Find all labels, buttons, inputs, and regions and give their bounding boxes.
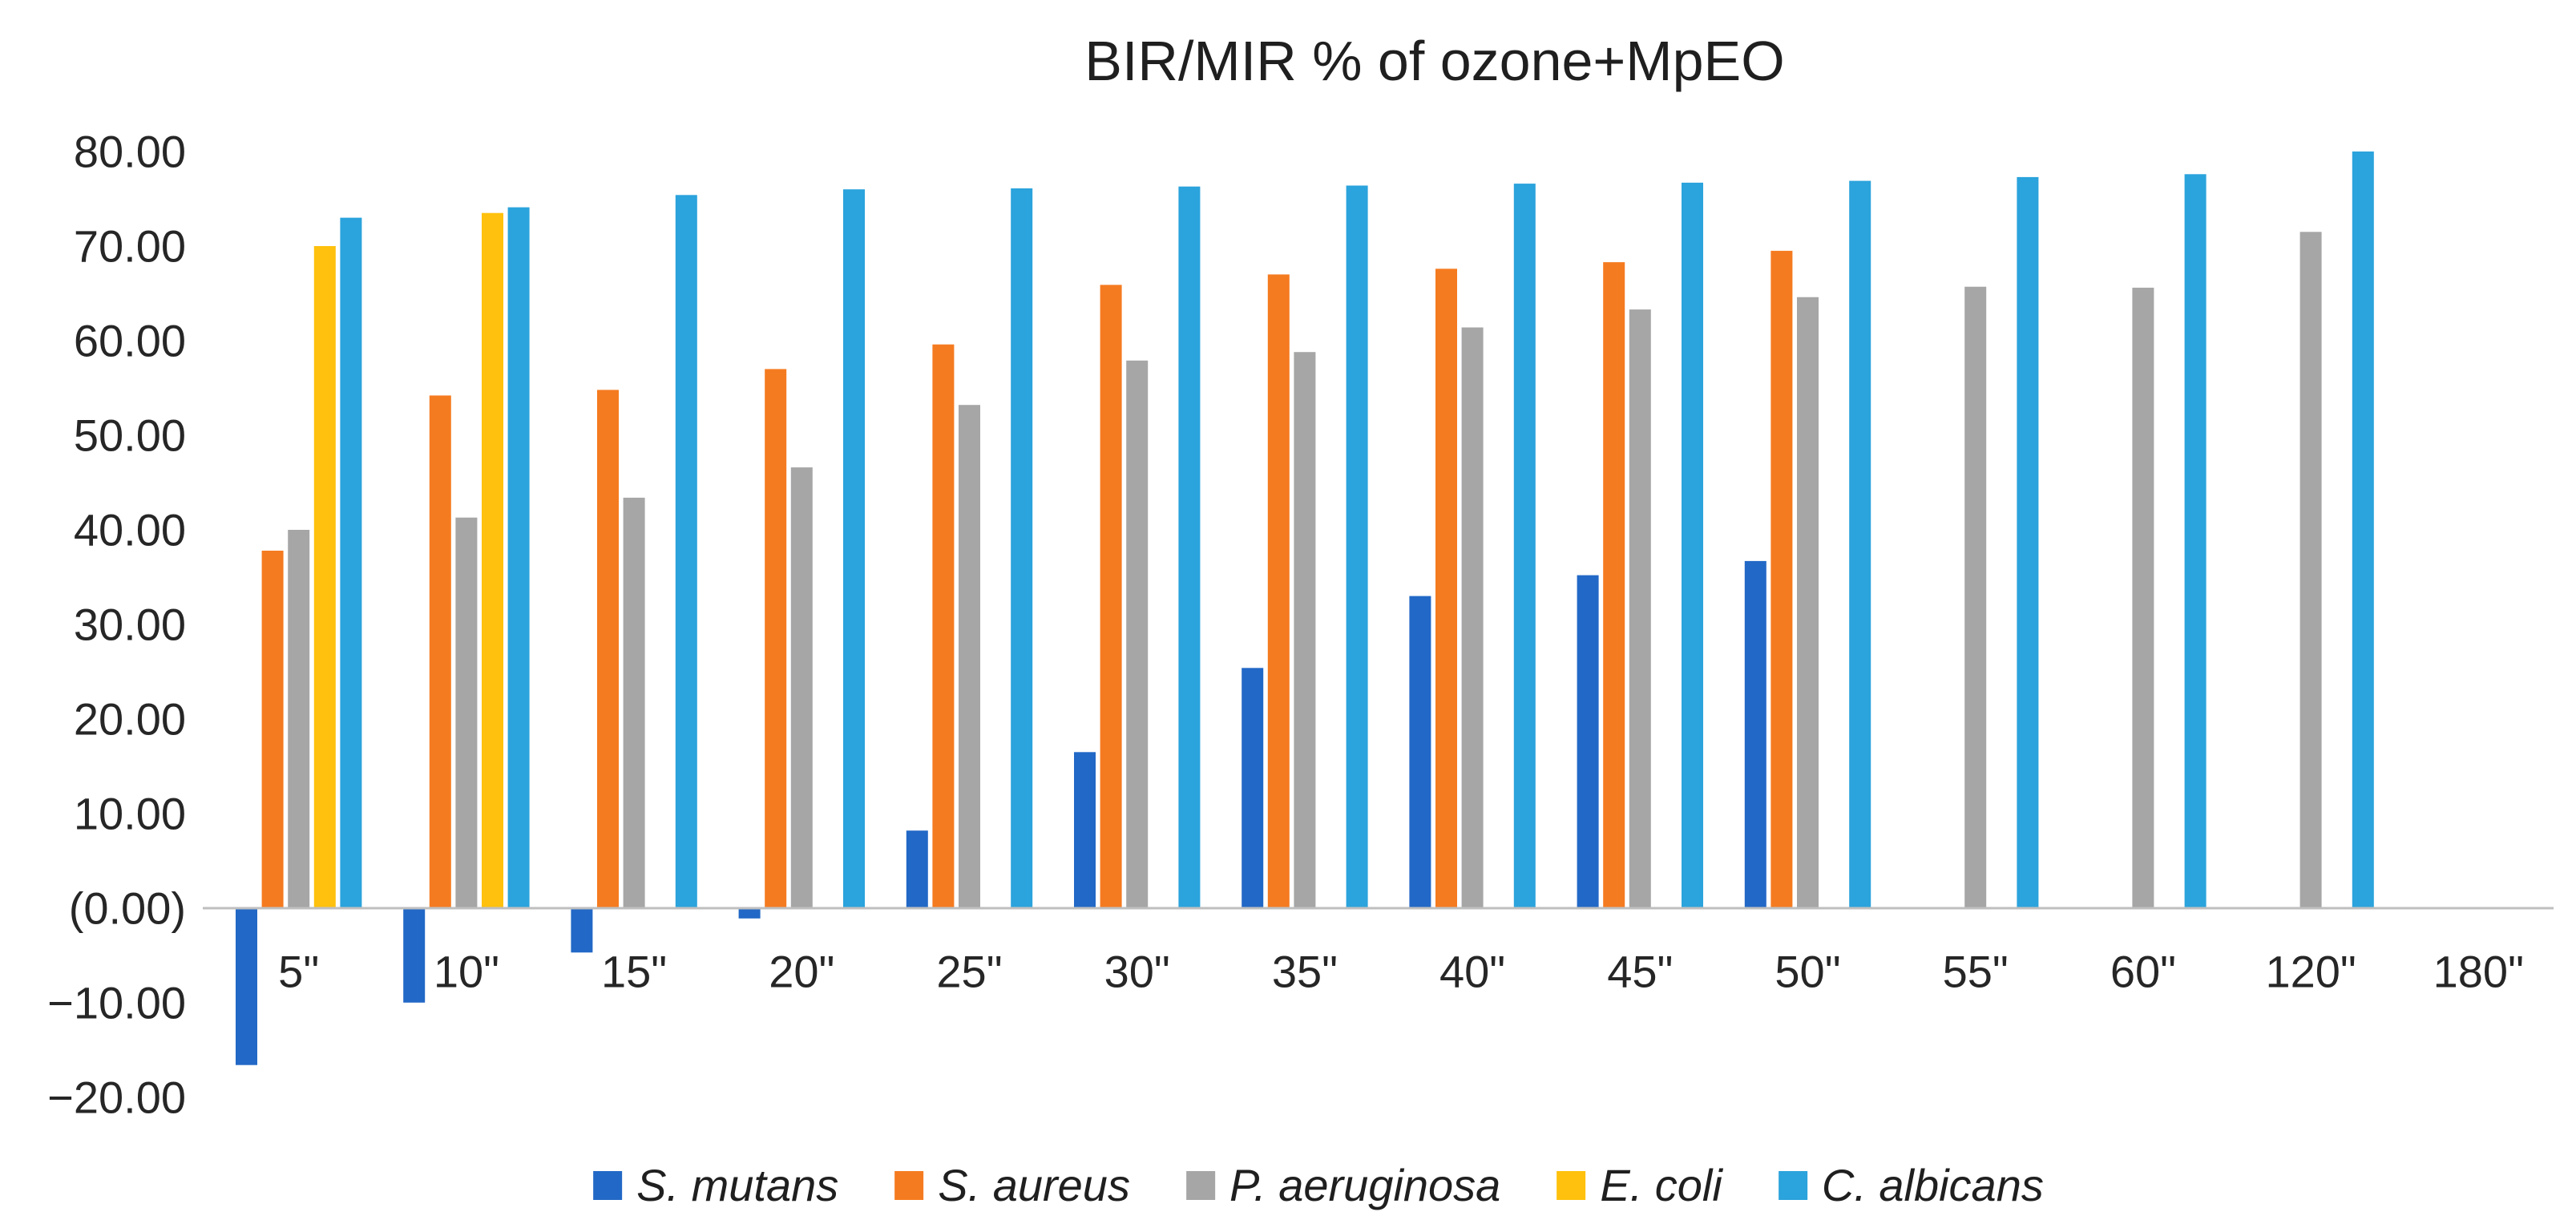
bar (906, 830, 928, 908)
bar (1011, 188, 1033, 908)
x-category-label: 55" (1943, 947, 2009, 997)
bar (1964, 286, 1987, 908)
y-tick-label: −20.00 (47, 1072, 186, 1123)
bar (738, 909, 761, 919)
x-axis-category-labels: 5" 10" 15" 20" 25" 30" 35" 40" 45" 50" 55" 60" 120" 1… (278, 947, 2524, 997)
bar (1074, 752, 1096, 908)
bar (790, 467, 813, 908)
y-tick-label: 10.00 (74, 789, 186, 839)
bar (1100, 285, 1122, 908)
x-category-label: 120" (2265, 947, 2356, 997)
x-category-label: 25" (936, 947, 1002, 997)
legend-swatch (1778, 1170, 1807, 1200)
bar (1435, 269, 1457, 908)
y-tick-label: 80.00 (74, 127, 186, 177)
bar (340, 217, 362, 909)
bar (1267, 274, 1290, 908)
x-category-label: 45" (1607, 947, 1673, 997)
bar (261, 551, 284, 908)
legend-label: P. aeruginosa (1229, 1160, 1501, 1210)
bar (571, 909, 593, 953)
bar (623, 497, 645, 908)
bar (2299, 232, 2322, 908)
chart-title: BIR/MIR % of ozone+MpEO (1084, 30, 1785, 92)
bar (313, 246, 336, 908)
bar (1629, 309, 1651, 909)
x-category-label: 5" (278, 947, 319, 997)
y-tick-label: 40.00 (74, 505, 186, 555)
y-tick-label: (0.00) (69, 883, 186, 934)
legend-swatch (593, 1170, 623, 1200)
bar (236, 909, 257, 1065)
legend-item: C. albicans (1778, 1159, 2044, 1211)
x-category-label: 180" (2433, 947, 2524, 997)
y-axis-tick-labels: 80.00 70.00 60.00 50.00 40.00 30.00 20.00 10.00… (47, 127, 186, 1123)
bar (1744, 560, 1766, 908)
bar (1603, 262, 1625, 909)
legend-swatch (1185, 1170, 1215, 1200)
y-tick-label: 70.00 (74, 221, 186, 272)
bar (1294, 352, 1316, 908)
bar (1513, 184, 1536, 909)
x-category-label: 10" (434, 947, 499, 997)
legend-label: C. albicans (1821, 1160, 2044, 1210)
bar (482, 212, 503, 908)
x-category-label: 50" (1775, 947, 1840, 997)
legend-label: S. aureus (938, 1160, 1130, 1210)
bar (288, 530, 310, 908)
x-category-label: 60" (2110, 947, 2176, 997)
bar (932, 344, 955, 908)
bar (1849, 180, 1871, 909)
bar (1770, 250, 1793, 908)
bar (1682, 182, 1703, 908)
bar (1797, 297, 1819, 908)
bar (1409, 596, 1431, 908)
x-category-label: 30" (1104, 947, 1170, 997)
x-category-label: 35" (1272, 947, 1338, 997)
bar (2132, 287, 2154, 908)
bar (2017, 176, 2039, 908)
bar (2352, 151, 2374, 908)
bar (403, 909, 426, 1003)
y-tick-label: 20.00 (74, 694, 186, 745)
bar (507, 207, 530, 909)
legend-item: P. aeruginosa (1185, 1159, 1501, 1211)
legend-label: S. mutans (636, 1160, 839, 1210)
legend-item: S. aureus (894, 1159, 1130, 1211)
bar (959, 405, 980, 908)
bar (429, 395, 451, 908)
legend-swatch (1557, 1170, 1586, 1200)
legend-item: S. mutans (593, 1159, 838, 1211)
legend-swatch (894, 1170, 924, 1200)
bar (2184, 174, 2207, 909)
bars-layer (236, 151, 2374, 1065)
bar (1461, 327, 1484, 908)
y-tick-label: 50.00 (74, 410, 186, 461)
bar (1178, 186, 1201, 908)
y-tick-label: 30.00 (74, 600, 186, 650)
bar (1577, 575, 1599, 908)
bar (843, 189, 865, 908)
bar (1242, 668, 1264, 908)
legend: S. mutans S. aureus P. aeruginosa E. coli C.… (593, 1159, 2044, 1211)
bar (597, 390, 619, 908)
bar (455, 517, 478, 908)
y-tick-label: 60.00 (74, 316, 186, 366)
x-category-label: 40" (1439, 947, 1505, 997)
bar (765, 369, 787, 908)
x-category-label: 20" (769, 947, 834, 997)
y-tick-label: −10.00 (47, 978, 186, 1028)
bar (675, 195, 697, 909)
legend-item: E. coli (1557, 1159, 1722, 1211)
legend-label: E. coli (1600, 1160, 1722, 1210)
x-category-label: 15" (601, 947, 667, 997)
bar (1346, 185, 1368, 908)
bar (1126, 360, 1149, 908)
